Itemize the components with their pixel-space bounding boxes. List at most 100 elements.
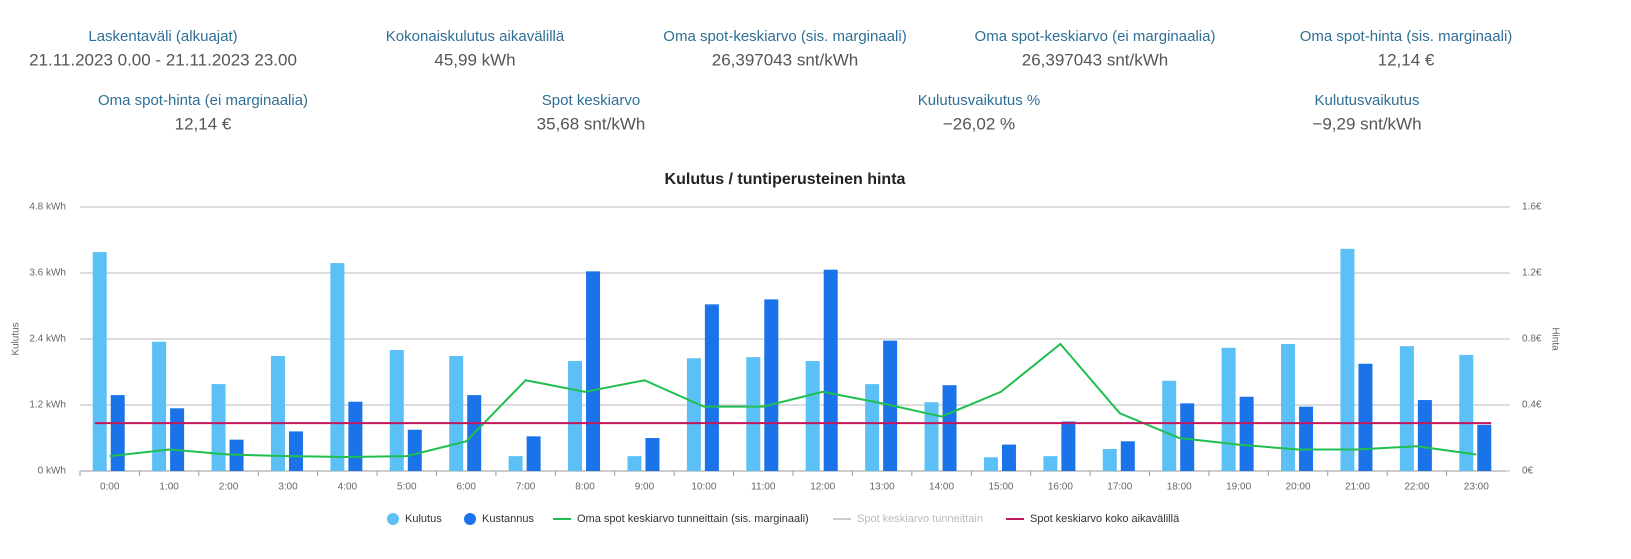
x-tick-label: 4:00: [338, 482, 358, 493]
stat-label: Spot keskiarvo: [542, 92, 640, 109]
stat-value: 21.11.2023 0.00 - 21.11.2023 23.00: [29, 50, 297, 69]
bar: [704, 304, 719, 471]
bar: [110, 395, 125, 471]
y2-tick-label: 1.6€: [1522, 202, 1542, 213]
x-tick-label: 5:00: [397, 482, 417, 493]
x-tick-label: 18:00: [1167, 482, 1192, 493]
y-tick-label: 4.8 kWh: [29, 202, 66, 213]
bar: [568, 361, 583, 471]
bar: [746, 357, 761, 471]
y2-tick-label: 0.4€: [1522, 400, 1542, 411]
bar: [1477, 424, 1492, 471]
bar: [1358, 363, 1373, 471]
bar: [152, 341, 167, 471]
bar: [330, 263, 345, 471]
bar: [211, 384, 226, 471]
stat-value: −9,29 snt/kWh: [1312, 114, 1421, 133]
bar: [407, 429, 422, 471]
bar: [389, 350, 404, 471]
x-tick-label: 2:00: [219, 482, 239, 493]
stat-label: Laskentaväli (alkuajat): [88, 28, 237, 45]
y2-tick-label: 0.8€: [1522, 334, 1542, 345]
bar: [348, 401, 363, 471]
stat-label: Kulutusvaikutus: [1314, 92, 1419, 109]
bar: [1061, 421, 1076, 471]
bar: [645, 438, 660, 471]
bar: [1417, 400, 1432, 471]
x-tick-label: 11:00: [751, 482, 776, 493]
bar: [1299, 406, 1314, 471]
x-tick-label: 13:00: [870, 482, 895, 493]
x-tick-label: 12:00: [810, 482, 835, 493]
y2-tick-label: 0€: [1522, 466, 1534, 477]
bar: [924, 402, 939, 471]
bar: [92, 252, 107, 471]
x-tick-label: 21:00: [1345, 482, 1370, 493]
stat-value: 26,397043 snt/kWh: [712, 50, 858, 69]
stat-label: Oma spot-hinta (sis. marginaali): [1300, 28, 1513, 45]
x-tick-label: 14:00: [929, 482, 954, 493]
stat-label: Kulutusvaikutus %: [918, 92, 1041, 109]
bar: [764, 299, 779, 471]
bar: [942, 385, 957, 471]
x-tick-label: 22:00: [1404, 482, 1429, 493]
bar: [983, 457, 998, 471]
x-tick-label: 10:00: [691, 482, 716, 493]
chart-title: Kulutus / tuntiperusteinen hinta: [665, 171, 906, 188]
stat-value: 35,68 snt/kWh: [537, 114, 646, 133]
legend-label[interactable]: Spot keskiarvo koko aikavälillä: [1030, 513, 1180, 525]
bar: [1162, 380, 1177, 471]
legend-swatch: [464, 513, 476, 525]
bar: [170, 408, 185, 471]
y-tick-label: 2.4 kWh: [29, 334, 66, 345]
bar: [627, 456, 642, 471]
bar: [686, 358, 701, 471]
legend-swatch: [387, 513, 399, 525]
bar: [586, 271, 601, 471]
bar: [1459, 354, 1474, 471]
bar: [1221, 347, 1236, 471]
bar: [449, 356, 464, 471]
bar: [1001, 444, 1016, 471]
bar: [1340, 248, 1355, 471]
legend-label[interactable]: Kulutus: [405, 513, 442, 525]
x-tick-label: 6:00: [456, 482, 476, 493]
x-tick-label: 3:00: [278, 482, 298, 493]
bar: [288, 431, 303, 471]
bar: [1102, 449, 1117, 471]
y-axis-title: Kulutus: [11, 322, 22, 355]
x-tick-label: 15:00: [988, 482, 1013, 493]
stat-label: Oma spot-keskiarvo (sis. marginaali): [663, 28, 906, 45]
bar: [805, 361, 820, 471]
stat-label: Kokonaiskulutus aikavälillä: [386, 28, 565, 45]
bar: [270, 356, 285, 471]
x-tick-label: 9:00: [635, 482, 655, 493]
x-tick-label: 7:00: [516, 482, 536, 493]
bar: [1399, 346, 1414, 471]
x-tick-label: 23:00: [1464, 482, 1489, 493]
bar: [865, 384, 880, 471]
bar: [1043, 456, 1058, 471]
bar: [1239, 396, 1254, 471]
stat-value: 26,397043 snt/kWh: [1022, 50, 1168, 69]
legend-label[interactable]: Spot keskiarvo tunneittain: [857, 513, 983, 525]
y2-tick-label: 1.2€: [1522, 268, 1542, 279]
line-series: [109, 342, 1477, 458]
stat-label: Oma spot-keskiarvo (ei marginaalia): [975, 28, 1216, 45]
bar: [1120, 441, 1135, 471]
bar: [1180, 403, 1195, 471]
bar: [508, 456, 523, 471]
bar: [1281, 343, 1296, 471]
y2-axis-title: Hinta: [1549, 327, 1560, 351]
y-tick-label: 3.6 kWh: [29, 268, 66, 279]
stat-value: 12,14 €: [175, 114, 232, 133]
y-tick-label: 0 kWh: [38, 466, 66, 477]
bar: [526, 436, 541, 471]
legend-label[interactable]: Oma spot keskiarvo tunneittain (sis. mar…: [577, 513, 809, 525]
x-tick-label: 8:00: [575, 482, 595, 493]
x-tick-label: 17:00: [1107, 482, 1132, 493]
legend-label[interactable]: Kustannus: [482, 513, 534, 525]
y-tick-label: 1.2 kWh: [29, 400, 66, 411]
